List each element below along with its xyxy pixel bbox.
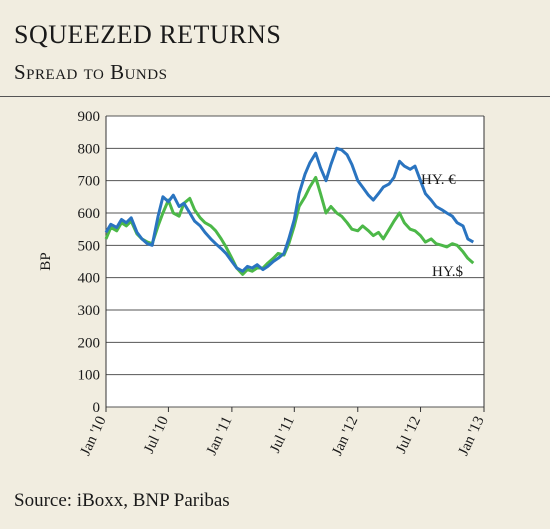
y-tick-label: 600 <box>78 206 101 222</box>
x-tick-label: Jan '13 <box>456 414 488 458</box>
x-tick-label: Jan '11 <box>204 414 236 458</box>
y-tick-label: 0 <box>93 400 101 416</box>
y-axis-title: BP <box>38 252 54 270</box>
y-tick-label: 900 <box>78 109 101 125</box>
x-tick-label: Jul '12 <box>393 414 424 456</box>
source-note: Source: iBoxx, BNP Paribas <box>14 490 230 511</box>
y-tick-label: 500 <box>78 238 101 254</box>
chart-title: SQUEEZED RETURNS <box>14 20 282 49</box>
x-tick-label: Jul '10 <box>141 414 172 456</box>
series-line-hy-usd <box>104 175 475 276</box>
y-tick-label: 700 <box>78 174 101 190</box>
x-tick-label: Jan '12 <box>329 414 361 458</box>
series-line-hy-eur <box>104 146 475 273</box>
x-tick-label: Jul '11 <box>267 414 298 456</box>
y-tick-label: 300 <box>78 303 101 319</box>
plot-area <box>106 116 484 407</box>
x-tick-label: Jan '10 <box>78 414 110 458</box>
y-tick-label: 100 <box>78 368 101 384</box>
series-label-hy-usd: HY.$ <box>432 264 463 280</box>
chart-subtitle: Spread to Bunds <box>14 60 168 84</box>
y-tick-label: 800 <box>78 141 101 157</box>
y-tick-label: 400 <box>78 271 101 287</box>
y-tick-label: 200 <box>78 335 101 351</box>
header-divider <box>0 96 550 97</box>
series-label-hy-eur: HY. € <box>421 172 456 188</box>
